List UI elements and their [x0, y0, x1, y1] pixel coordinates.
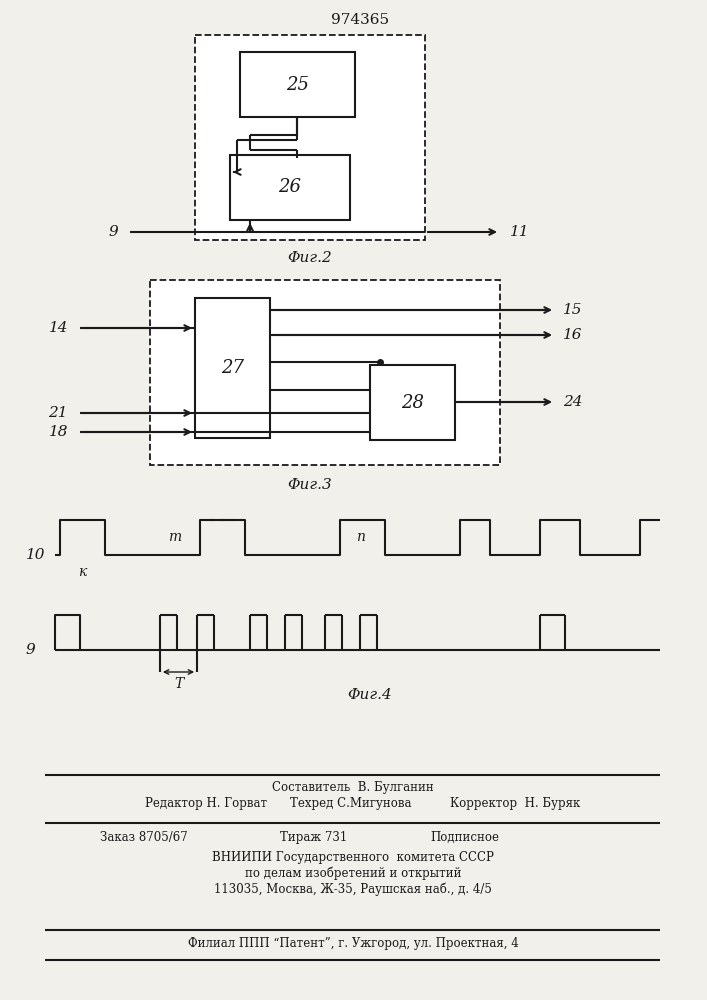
Text: 18: 18 [49, 425, 68, 439]
Text: п: п [356, 530, 364, 544]
Text: T: T [174, 677, 183, 691]
Text: Φиг.2: Φиг.2 [288, 251, 332, 265]
Text: 9: 9 [25, 643, 35, 657]
Text: Редактор Н. Горват: Редактор Н. Горват [145, 796, 267, 810]
Text: Подписное: Подписное [430, 830, 499, 844]
Text: 28: 28 [401, 393, 424, 412]
Text: Тираж 731: Тираж 731 [280, 830, 347, 844]
Text: т: т [168, 530, 182, 544]
Bar [230, 155, 350, 220]
Text: 15: 15 [563, 303, 583, 317]
Text: 10: 10 [25, 548, 45, 562]
Text: 25: 25 [286, 76, 309, 94]
Text: Φиг.4: Φиг.4 [348, 688, 392, 702]
Text: Корректор  Н. Буряк: Корректор Н. Буряк [450, 796, 580, 810]
Text: 14: 14 [49, 321, 68, 335]
Text: 24: 24 [563, 395, 583, 409]
Text: 11: 11 [510, 225, 530, 239]
Bar [195, 298, 270, 438]
Bar [195, 35, 425, 240]
Text: Составитель  В. Булганин: Составитель В. Булганин [272, 780, 434, 794]
Text: 21: 21 [49, 406, 68, 420]
Bar [150, 280, 500, 465]
Text: Техред С.Мигунова: Техред С.Мигунова [290, 796, 411, 810]
Text: 27: 27 [221, 359, 244, 377]
Text: 974365: 974365 [331, 13, 389, 27]
Text: Филиал ППП “Патент”, г. Ужгород, ул. Проектная, 4: Филиал ППП “Патент”, г. Ужгород, ул. Про… [187, 936, 518, 950]
Text: Заказ 8705/67: Заказ 8705/67 [100, 830, 188, 844]
Text: 113035, Москва, Ж-35, Раушская наб., д. 4/5: 113035, Москва, Ж-35, Раушская наб., д. … [214, 882, 492, 896]
Text: Φиг.3: Φиг.3 [288, 478, 332, 492]
Text: 16: 16 [563, 328, 583, 342]
Text: 26: 26 [279, 178, 301, 196]
Text: 9: 9 [108, 225, 118, 239]
Text: ВНИИПИ Государственного  комитета СССР: ВНИИПИ Государственного комитета СССР [212, 850, 494, 863]
Text: по делам изобретений и открытий: по делам изобретений и открытий [245, 866, 461, 880]
Bar [240, 52, 355, 117]
Bar [370, 365, 455, 440]
Text: к: к [78, 565, 86, 579]
